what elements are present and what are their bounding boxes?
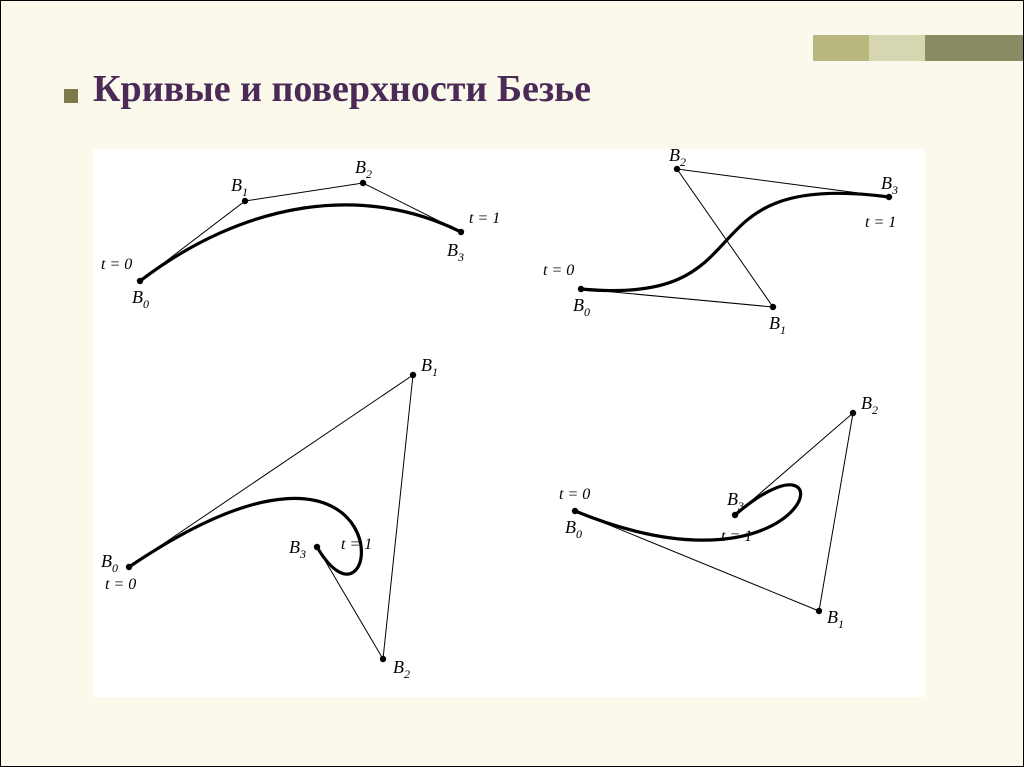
control-point bbox=[380, 656, 386, 662]
decorative-bar-seg-2 bbox=[869, 35, 925, 61]
control-polygon bbox=[140, 183, 461, 281]
control-point bbox=[850, 410, 856, 416]
control-polygon bbox=[129, 375, 413, 659]
parameter-label: t = 0 bbox=[101, 256, 132, 273]
parameter-label: t = 1 bbox=[865, 214, 896, 231]
decorative-bar bbox=[813, 35, 1023, 61]
parameter-label: t = 1 bbox=[469, 210, 500, 227]
point-label: B1 bbox=[421, 355, 438, 379]
control-point bbox=[572, 508, 578, 514]
point-label: B3 bbox=[727, 489, 744, 513]
point-label: B2 bbox=[355, 157, 372, 181]
point-label: B3 bbox=[447, 240, 464, 264]
point-label: B1 bbox=[827, 607, 844, 631]
panel-bottom-left: B0 B1 B2 B3 t = 0 t = 1 bbox=[101, 355, 438, 681]
point-label: B0 bbox=[573, 295, 590, 319]
decorative-bar-seg-1 bbox=[813, 35, 869, 61]
panel-bottom-right: B0 B1 B2 B3 t = 0 t = 1 bbox=[559, 393, 878, 631]
point-label: B2 bbox=[393, 657, 410, 681]
point-label: B1 bbox=[231, 175, 248, 199]
point-label: B1 bbox=[769, 313, 786, 337]
parameter-label: t = 0 bbox=[543, 262, 574, 279]
page-title: Кривые и поверхности Безье bbox=[93, 67, 591, 111]
point-label: B3 bbox=[881, 173, 898, 197]
control-polygon bbox=[581, 169, 889, 307]
point-label: B0 bbox=[132, 287, 149, 311]
slide: Кривые и поверхности Безье B0 B1 B2 B3 t = 0… bbox=[0, 0, 1024, 767]
control-polygon bbox=[575, 413, 853, 611]
bezier-curve bbox=[575, 485, 801, 540]
bezier-curve bbox=[129, 498, 361, 574]
control-point bbox=[126, 564, 132, 570]
point-label: B2 bbox=[861, 393, 878, 417]
parameter-label: t = 1 bbox=[341, 536, 372, 553]
parameter-label: t = 1 bbox=[721, 528, 752, 545]
panel-top-right: B0B1B2B3t = 0t = 1 bbox=[543, 149, 898, 337]
panel-top-left: B0 B1 B2 B3 t = 0 t = 1 bbox=[101, 157, 500, 311]
control-point bbox=[137, 278, 143, 284]
control-point bbox=[770, 304, 776, 310]
control-point bbox=[410, 372, 416, 378]
control-point bbox=[314, 544, 320, 550]
bezier-curve bbox=[581, 193, 889, 290]
point-label: B3 bbox=[289, 537, 306, 561]
bezier-curve bbox=[140, 205, 461, 281]
bezier-diagram: B0 B1 B2 B3 t = 0 t = 1 B0 B1 B2 B3 t = 0 t = 1 B0 B1… bbox=[93, 149, 925, 697]
figure-area: B0 B1 B2 B3 t = 0 t = 1 B0 B1 B2 B3 t = 0 t = 1 B0 B1… bbox=[93, 149, 925, 697]
title-bullet-icon bbox=[64, 89, 78, 103]
point-label: B0 bbox=[101, 551, 118, 575]
parameter-label: t = 0 bbox=[559, 486, 590, 503]
control-point bbox=[458, 229, 464, 235]
decorative-bar-seg-3 bbox=[925, 35, 1023, 61]
control-point bbox=[816, 608, 822, 614]
point-label: B0 bbox=[565, 517, 582, 541]
parameter-label: t = 0 bbox=[105, 576, 136, 593]
control-point bbox=[578, 286, 584, 292]
